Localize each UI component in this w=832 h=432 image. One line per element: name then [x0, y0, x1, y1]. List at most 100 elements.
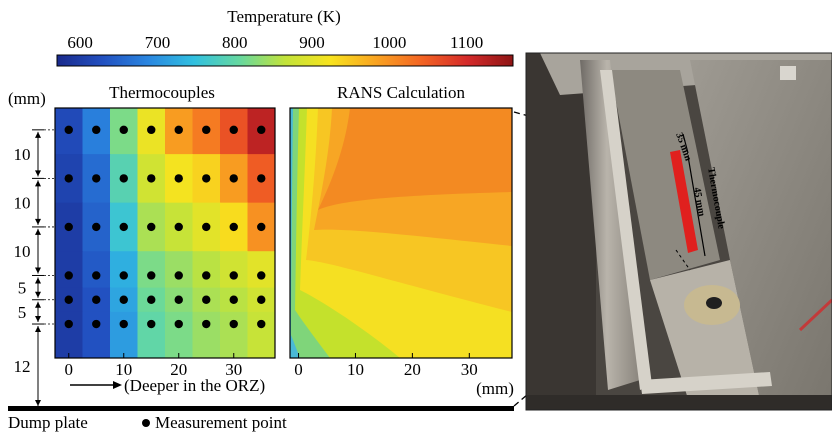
photo-guide-line — [675, 249, 691, 271]
dimension-label: 10 — [14, 242, 31, 261]
dimension-arrow-up — [35, 180, 41, 187]
dimension-arrow-up — [35, 326, 41, 333]
measurement-point-label: Measurement point — [155, 413, 287, 432]
measurement-point — [64, 222, 73, 232]
heatmap-cell — [110, 311, 138, 359]
heatmap-cell — [165, 311, 193, 359]
measurement-point — [174, 222, 183, 232]
dimension-label: 5 — [18, 303, 27, 322]
dimension-label: 10 — [14, 194, 31, 213]
measurement-point — [147, 295, 156, 304]
measurement-point — [64, 174, 73, 183]
colorbar-tick-label: 1100 — [450, 33, 483, 52]
dimension-arrow-down — [35, 218, 41, 225]
heatmap-cell — [55, 251, 83, 289]
photo-left-wall — [526, 53, 596, 410]
deeper-note: (Deeper in the ORZ) — [124, 376, 265, 395]
measurement-point — [257, 174, 266, 183]
heatmap-cell — [220, 251, 248, 289]
measurement-points — [64, 125, 266, 329]
measurement-point — [202, 125, 211, 135]
vertical-dimensions: 10 10 10 5 5 12 — [14, 129, 55, 409]
measurement-point — [92, 125, 101, 135]
colorbar-tick-label: 1000 — [372, 33, 406, 52]
dimension-label: 5 — [18, 279, 27, 298]
heatmap-cell — [192, 251, 221, 289]
measurement-point — [229, 125, 238, 135]
colorbar — [56, 54, 514, 67]
measurement-point — [229, 271, 238, 280]
right-x-unit: (mm) — [476, 379, 514, 398]
measurement-point — [174, 125, 183, 135]
dump-plate — [8, 406, 514, 411]
heatmap-cell — [137, 311, 166, 359]
photo-cable — [798, 298, 832, 332]
measurement-point — [147, 319, 156, 329]
measurement-point — [202, 271, 211, 280]
measurement-point — [64, 295, 73, 304]
measurement-point — [92, 222, 101, 232]
photo-bolt — [780, 66, 796, 80]
measurement-point — [257, 319, 266, 329]
measurement-point — [202, 222, 211, 232]
measurement-point — [174, 174, 183, 183]
measurement-point — [92, 295, 101, 304]
photo-frame — [525, 52, 832, 411]
photo-front-frame-bottom — [640, 372, 772, 394]
heatmap-cell — [220, 311, 248, 359]
measurement-point — [119, 125, 128, 135]
measurement-point — [257, 125, 266, 135]
rans-contour — [290, 108, 512, 358]
right-x-tick-label: 30 — [461, 360, 478, 379]
left-x-tick-label: 0 — [65, 360, 74, 379]
measurement-point — [92, 174, 101, 183]
dimension-arrow-up — [35, 277, 41, 284]
left-x-tick-label: 20 — [170, 360, 187, 379]
measurement-point — [229, 222, 238, 232]
photo-label-45mm: 45 mm — [691, 187, 707, 218]
measurement-point — [119, 174, 128, 183]
photo-rail-left — [580, 60, 640, 390]
legend-dot-icon — [142, 419, 150, 427]
measurement-point — [174, 319, 183, 329]
dimension-arrow-up — [35, 228, 41, 235]
rans-band-5 — [290, 108, 330, 358]
dimension-label: 10 — [14, 145, 31, 164]
measurement-point — [257, 222, 266, 232]
photo-floor — [526, 395, 832, 410]
dimension-arrow-down — [35, 400, 41, 406]
measurement-point — [119, 319, 128, 329]
dim-line-35mm — [682, 133, 689, 154]
measurement-point — [119, 295, 128, 304]
measurement-point — [229, 174, 238, 183]
heatmap-cell — [165, 251, 193, 289]
measurement-point — [202, 174, 211, 183]
thermocouple-heatmap — [55, 108, 276, 359]
measurement-point — [257, 271, 266, 280]
measurement-point — [64, 125, 73, 135]
colorbar-tick-labels: 600 700 800 900 1000 1100 — [67, 33, 483, 58]
dimension-arrow-down — [35, 267, 41, 274]
left-x-tick-label: 30 — [225, 360, 242, 379]
rans-band-6 — [290, 108, 300, 358]
photo-right-panel — [690, 60, 832, 400]
measurement-point — [174, 271, 183, 280]
heatmap-cell — [82, 251, 111, 289]
measurement-point — [202, 295, 211, 304]
heatmap-cell — [247, 251, 276, 289]
right-x-tick-label: 20 — [404, 360, 421, 379]
heatmap-cell — [55, 311, 83, 359]
right-x-tick-label: 0 — [294, 360, 303, 379]
measurement-point — [119, 222, 128, 232]
thermocouple-region — [670, 150, 698, 253]
dump-plate-label: Dump plate — [8, 413, 88, 432]
right-panel-title: RANS Calculation — [337, 83, 465, 102]
measurement-point — [92, 319, 101, 329]
dimension-arrow-up — [35, 131, 41, 138]
right-x-ticks: 0 10 20 30 — [294, 353, 478, 379]
left-x-tick-label: 10 — [115, 360, 132, 379]
colorbar-title: Temperature (K) — [227, 7, 341, 26]
measurement-point — [119, 271, 128, 280]
colorbar-tick-label: 700 — [145, 33, 171, 52]
